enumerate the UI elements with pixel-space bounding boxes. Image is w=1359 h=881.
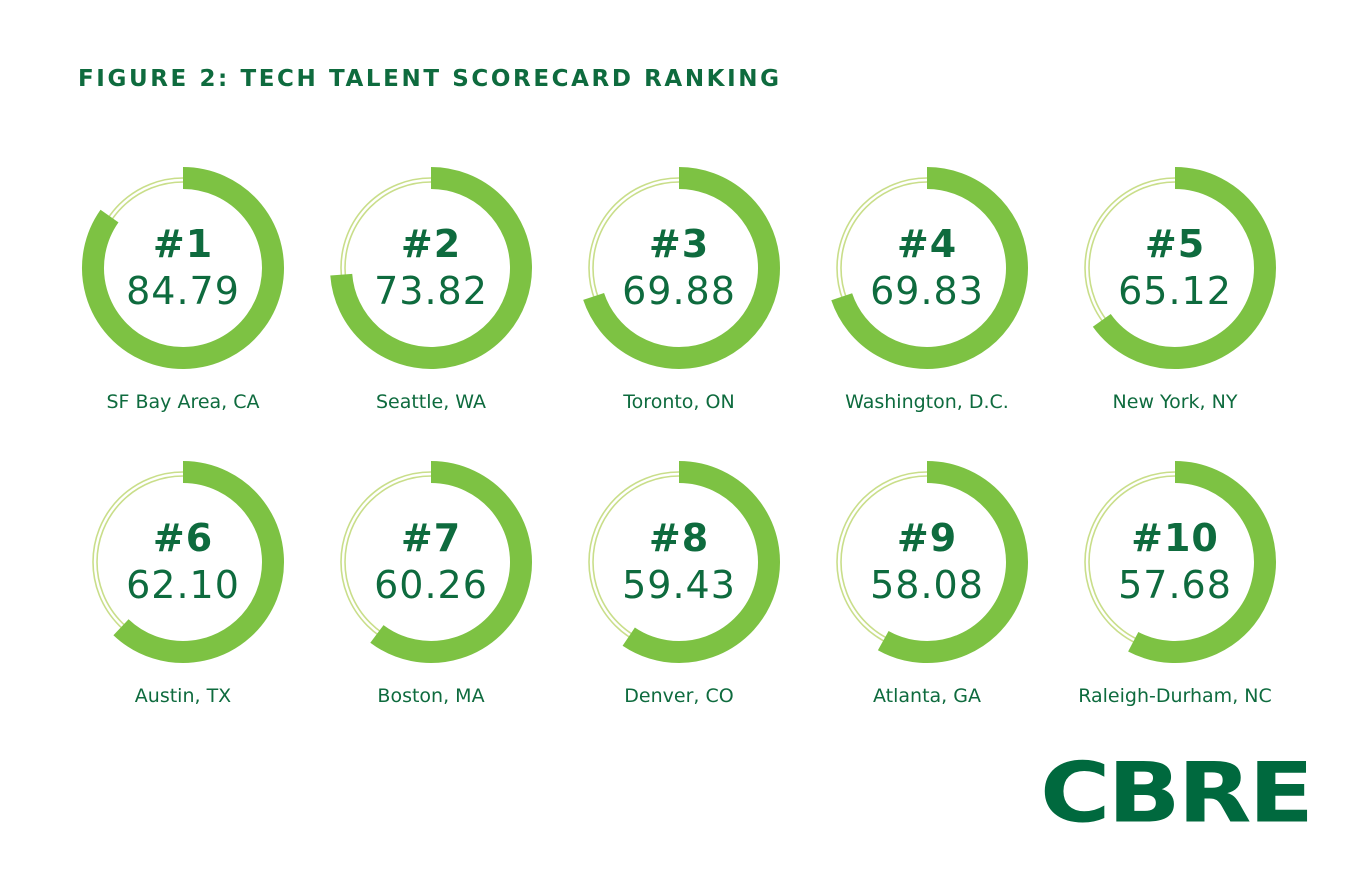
progress-ring bbox=[82, 167, 284, 369]
progress-ring bbox=[340, 461, 532, 663]
score-card: #1 84.79 SF Bay Area, CA bbox=[60, 164, 300, 424]
score-arc bbox=[1092, 167, 1276, 369]
progress-ring bbox=[1084, 461, 1276, 663]
score-card: #9 58.08 Atlanta, GA bbox=[804, 458, 1044, 718]
score-card: #6 62.10 Austin, TX bbox=[60, 458, 300, 718]
progress-ring bbox=[836, 461, 1028, 663]
rank-label: #5 bbox=[1144, 222, 1206, 266]
score-value: 60.26 bbox=[374, 563, 488, 607]
score-value: 62.10 bbox=[126, 563, 240, 607]
score-arc bbox=[622, 461, 780, 663]
city-label: Boston, MA bbox=[377, 685, 485, 707]
score-value: 59.43 bbox=[622, 563, 736, 607]
rank-label: #10 bbox=[1131, 516, 1219, 560]
score-card: #5 65.12 New York, NY bbox=[1052, 164, 1292, 424]
score-card: #7 60.26 Boston, MA bbox=[308, 458, 548, 718]
score-card: #4 69.83 Washington, D.C. bbox=[804, 164, 1044, 424]
city-label: Raleigh-Durham, NC bbox=[1078, 685, 1272, 707]
score-arc bbox=[330, 167, 532, 369]
progress-ring bbox=[92, 461, 284, 663]
progress-ring bbox=[583, 167, 780, 369]
score-card: #3 69.88 Toronto, ON bbox=[556, 164, 796, 424]
rank-label: #2 bbox=[400, 222, 462, 266]
score-value: 69.83 bbox=[870, 269, 984, 313]
rank-label: #9 bbox=[896, 516, 958, 560]
score-arc bbox=[113, 461, 284, 663]
score-arc bbox=[1128, 461, 1276, 663]
city-label: Seattle, WA bbox=[375, 391, 487, 413]
score-card: #8 59.43 Denver, CO bbox=[556, 458, 796, 718]
city-label: Austin, TX bbox=[134, 685, 232, 707]
rank-label: #3 bbox=[648, 222, 710, 266]
rank-label: #1 bbox=[152, 222, 214, 266]
score-value: 58.08 bbox=[870, 563, 984, 607]
score-arc bbox=[583, 167, 780, 369]
city-label: Denver, CO bbox=[624, 685, 734, 707]
rank-label: #8 bbox=[648, 516, 710, 560]
score-value: 73.82 bbox=[374, 269, 488, 313]
figure-title: FIGURE 2: TECH TALENT SCORECARD RANKING bbox=[78, 66, 782, 92]
score-arc bbox=[370, 461, 532, 663]
score-arc bbox=[831, 167, 1028, 369]
progress-ring bbox=[588, 461, 780, 663]
score-arc bbox=[82, 167, 284, 369]
rank-label: #4 bbox=[896, 222, 958, 266]
city-label: Toronto, ON bbox=[623, 391, 735, 413]
score-value: 57.68 bbox=[1118, 563, 1232, 607]
city-label: Atlanta, GA bbox=[873, 685, 981, 707]
progress-ring bbox=[330, 167, 532, 369]
city-label: SF Bay Area, CA bbox=[106, 391, 260, 413]
progress-ring bbox=[1084, 167, 1276, 369]
score-card: #2 73.82 Seattle, WA bbox=[308, 164, 548, 424]
score-value: 84.79 bbox=[126, 269, 240, 313]
score-arc bbox=[877, 461, 1028, 663]
cbre-logo: CBRE bbox=[1040, 745, 1314, 842]
score-value: 69.88 bbox=[622, 269, 736, 313]
rank-label: #7 bbox=[400, 516, 462, 560]
rank-label: #6 bbox=[152, 516, 214, 560]
score-card: #10 57.68 Raleigh-Durham, NC bbox=[1052, 458, 1292, 718]
score-value: 65.12 bbox=[1118, 269, 1232, 313]
progress-ring bbox=[831, 167, 1028, 369]
city-label: Washington, D.C. bbox=[845, 391, 1009, 413]
city-label: New York, NY bbox=[1112, 391, 1238, 413]
